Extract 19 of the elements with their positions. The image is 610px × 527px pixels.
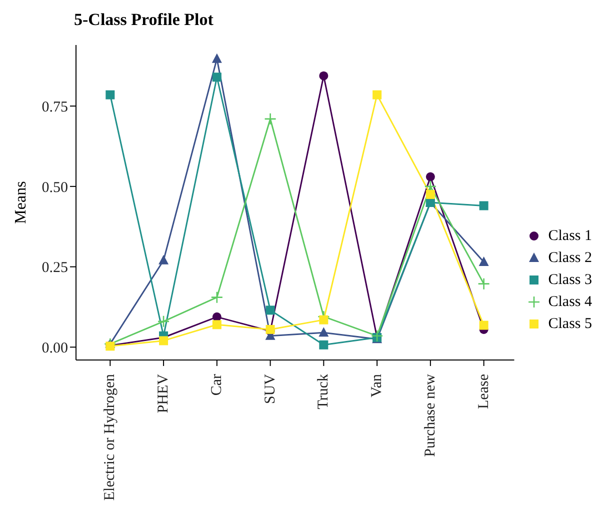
- y-tick-label: 0.25: [42, 260, 68, 276]
- y-tick-label: 0.50: [42, 180, 68, 196]
- y-tick-label: 0.00: [42, 340, 68, 356]
- y-tick-label: 0.75: [42, 99, 68, 116]
- legend-label: Class 1: [548, 228, 592, 244]
- x-tick-label: Car: [208, 374, 225, 396]
- x-tick-label: Truck: [316, 374, 332, 410]
- x-tick-label: Electric or Hydrogen: [102, 374, 118, 501]
- x-tick-label: SUV: [262, 374, 278, 404]
- x-tick-label: Purchase new: [422, 374, 438, 457]
- legend-label: Class 5: [548, 316, 592, 332]
- legend-label: Class 3: [548, 272, 592, 288]
- x-tick-label: Van: [369, 374, 386, 398]
- chart-title: 5-Class Profile Plot: [73, 9, 214, 31]
- legend-label: Class 4: [548, 294, 592, 310]
- y-axis-title: Means: [12, 181, 30, 224]
- legend-label: Class 2: [548, 250, 592, 266]
- x-tick-label: PHEV: [156, 374, 172, 414]
- x-tick-label: Lease: [476, 374, 492, 409]
